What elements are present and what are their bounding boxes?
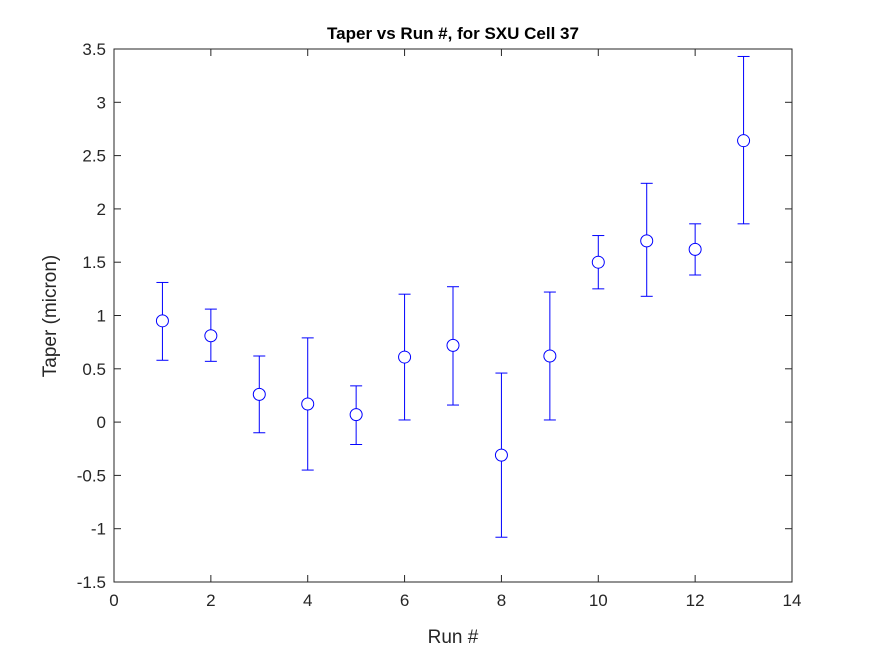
data-point (688, 242, 702, 256)
data-point (640, 234, 654, 248)
y-tick-label: -1 (91, 520, 106, 539)
chart-title: Taper vs Run #, for SXU Cell 37 (327, 24, 579, 43)
y-axis-label: Taper (micron) (40, 255, 61, 377)
error-bar (640, 182, 654, 297)
y-tick-label: 3.5 (82, 40, 106, 59)
data-point (155, 314, 169, 328)
y-tick-label: 2 (97, 200, 106, 219)
error-bar (155, 281, 169, 361)
x-tick-label: 2 (206, 591, 215, 610)
x-tick-label: 0 (109, 591, 118, 610)
y-tick-label: 1 (97, 307, 106, 326)
error-bar (349, 385, 363, 445)
x-tick-label: 4 (303, 591, 312, 610)
data-point (737, 134, 751, 148)
error-bar (301, 337, 315, 471)
data-point (494, 448, 508, 462)
x-tick-label: 8 (497, 591, 506, 610)
data-point (301, 397, 315, 411)
data-point (349, 408, 363, 422)
data-point (252, 387, 266, 401)
error-bar (398, 293, 412, 421)
x-axis-label: Run # (428, 627, 479, 648)
x-tick-label: 12 (686, 591, 705, 610)
y-tick-label: 2.5 (82, 147, 106, 166)
error-bar (591, 235, 605, 290)
data-point (591, 255, 605, 269)
error-bar (688, 223, 702, 276)
error-bar (494, 372, 508, 538)
error-bar (543, 291, 557, 421)
error-bar (446, 286, 460, 406)
data-point (543, 349, 557, 363)
y-tick-label: 0.5 (82, 360, 106, 379)
y-tick-label: -0.5 (77, 466, 106, 485)
x-tick-label: 6 (400, 591, 409, 610)
x-tick-label: 14 (783, 591, 802, 610)
y-tick-label: 1.5 (82, 253, 106, 272)
error-bar (252, 355, 266, 434)
data-point (204, 329, 218, 343)
y-tick-label: 3 (97, 93, 106, 112)
y-tick-label: -1.5 (77, 573, 106, 592)
x-tick-label: 10 (589, 591, 608, 610)
error-bar (204, 308, 218, 362)
error-bar (737, 55, 751, 225)
data-point (398, 350, 412, 364)
y-tick-label: 0 (97, 413, 106, 432)
data-point (446, 338, 460, 352)
